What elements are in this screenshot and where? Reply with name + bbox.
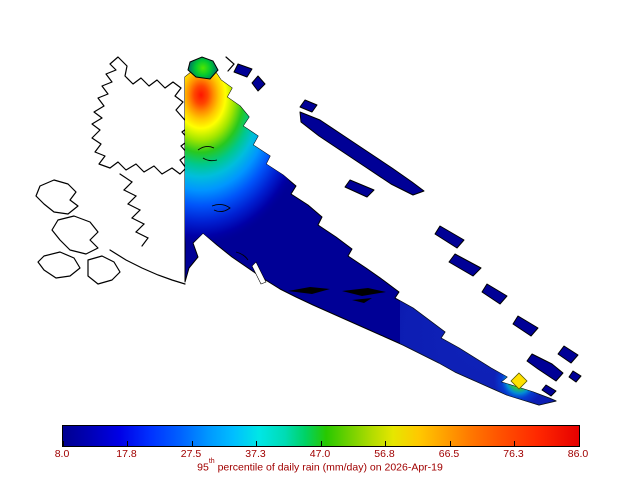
colorbar-tick-label: 8.0 xyxy=(54,448,70,460)
colorbar-tickmark xyxy=(385,441,386,446)
colorbar-tick-label: 47.0 xyxy=(309,448,331,460)
offshore-islands xyxy=(233,63,582,397)
colorbar-tick-label: 56.8 xyxy=(374,448,395,460)
rain-map xyxy=(0,0,640,420)
colorbar-tick-label: 86.0 xyxy=(567,448,589,460)
green-patch-island xyxy=(187,56,219,80)
west-coast-islet-3 xyxy=(37,251,81,279)
top-coast-fragment xyxy=(225,56,235,72)
colorbar-tick-labels: 8.0 17.8 27.5 37.3 47.0 56.8 66.5 76.3 8… xyxy=(55,448,589,460)
large-offshore-island xyxy=(299,111,425,196)
west-coastline-segment xyxy=(119,173,149,247)
sea-background xyxy=(0,0,640,420)
colorbar-tickmark xyxy=(127,441,128,446)
colorbar-tickmark xyxy=(191,441,193,446)
colorbar xyxy=(62,425,580,447)
colorbar-tickmark xyxy=(449,441,451,446)
colorbar-tickmark xyxy=(62,441,64,446)
colorbar-tickmark xyxy=(320,441,322,446)
north-island-outline xyxy=(91,56,191,175)
colorbar-tickmark xyxy=(256,441,257,446)
colorbar-tick-label: 66.5 xyxy=(438,448,460,460)
max-marker-diamond xyxy=(510,372,528,390)
inlet-notch xyxy=(251,261,267,285)
colorbar-tickmark xyxy=(578,441,580,446)
west-coast-islet-4 xyxy=(87,255,121,285)
caption-superscript: th xyxy=(208,458,215,465)
mainland-coastline xyxy=(35,56,235,285)
west-coast-islet-2 xyxy=(51,215,99,255)
west-coast-islet-1 xyxy=(35,179,79,215)
southwest-coastline-segment xyxy=(109,249,186,285)
colorbar-tickmark xyxy=(514,441,515,446)
colorbar-caption: 95th percentile of daily rain (mm/day) o… xyxy=(0,458,640,474)
caption-text: percentile of daily rain (mm/day) on 202… xyxy=(214,461,443,474)
colorbar-tick-label: 27.5 xyxy=(180,448,202,460)
colorbar-tick-label: 76.3 xyxy=(503,448,524,460)
colorbar-tick-label: 17.8 xyxy=(116,448,137,460)
colorbar-tick-label: 37.3 xyxy=(245,448,266,460)
caption-value: 95 xyxy=(197,461,209,474)
interior-lakes-and-inlets xyxy=(197,145,386,303)
